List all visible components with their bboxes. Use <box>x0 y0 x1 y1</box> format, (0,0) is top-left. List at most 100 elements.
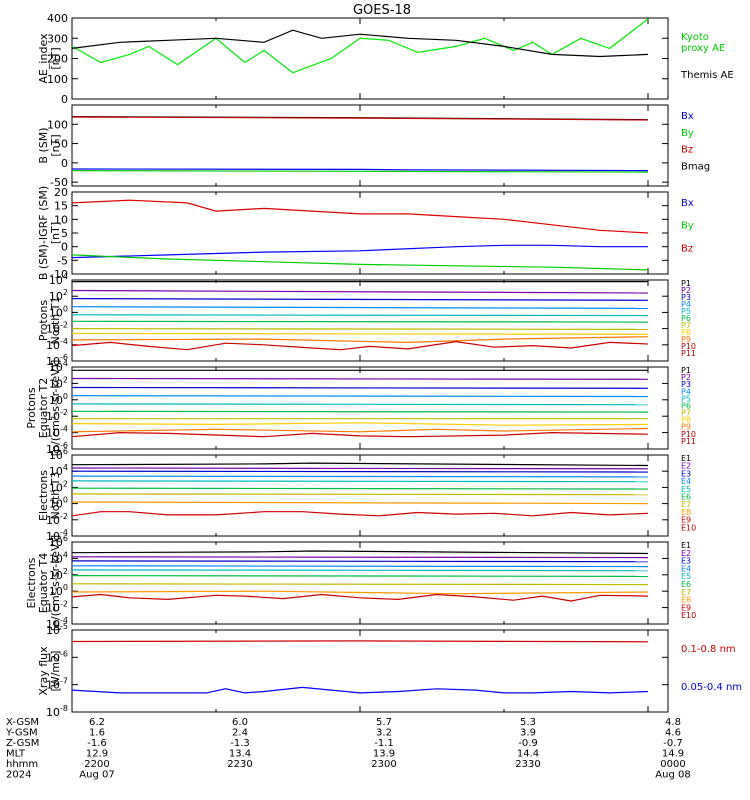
plot-title: GOES-18 <box>353 3 411 18</box>
y-tick-label: 10-6 <box>46 649 68 664</box>
panel-8: 10-8 10-7 10-6 10-5 Xray flux [W/m2] 0.1-0.8 n… <box>37 622 742 719</box>
series-line-e8 <box>71 501 649 505</box>
legend-entry: P9 <box>681 423 691 432</box>
legend-entry: P2 <box>681 373 691 382</box>
y-tick-label: 102 <box>49 375 68 390</box>
y-tick-label: 10-4 <box>46 425 68 440</box>
footer-value: -1.1 <box>374 738 394 749</box>
series-line-e6 <box>71 574 649 578</box>
series-line-e1 <box>71 462 649 467</box>
y-tick-label: 102 <box>49 567 68 582</box>
y-tick-label: 100 <box>47 118 68 131</box>
legend-entry: E9 <box>681 516 691 525</box>
y-tick-label: -50 <box>50 176 68 189</box>
series-line-e9 <box>71 593 649 602</box>
panel-frame <box>71 104 669 187</box>
y-tick-label: 100 <box>49 583 68 598</box>
y-tick-label: 50 <box>54 138 68 151</box>
legend-entry: P6 <box>681 314 691 323</box>
series-line-e9 <box>71 511 649 517</box>
legend-entry: Bx <box>681 111 694 122</box>
legend-entry: P7 <box>681 321 691 330</box>
footer-row-label: MLT <box>6 749 26 760</box>
legend-entry: E2 <box>681 462 691 471</box>
series-line-e5 <box>71 569 649 572</box>
legend-entry: By <box>681 221 694 232</box>
series-line-e7 <box>71 493 649 496</box>
y-tick-label: 10-6 <box>46 441 68 456</box>
series-line-e8 <box>71 590 649 595</box>
legend-entry: Kyoto <box>681 32 709 43</box>
footer-value: 4.6 <box>665 728 681 739</box>
footer-value: 13.9 <box>373 749 395 760</box>
panel-frame <box>71 17 669 100</box>
series-line-p9 <box>71 427 649 433</box>
legend-entry: P2 <box>681 286 691 295</box>
footer-value: 2300 <box>371 759 396 770</box>
y-axis-label: Equator T4 <box>37 553 50 613</box>
y-axis-label: Protons <box>37 300 50 341</box>
series-line-p8 <box>71 422 649 426</box>
panel-frame <box>71 541 669 625</box>
footer-value: 12.9 <box>86 749 108 760</box>
y-tick-label: 104 <box>49 359 68 374</box>
legend-entry: Themis AE <box>680 70 734 81</box>
y-tick-label: 104 <box>49 550 68 565</box>
legend: Bx By Bz Bmag <box>681 111 710 172</box>
y-axis-label: AE_index <box>37 33 50 84</box>
footer-value: 4.8 <box>665 717 681 728</box>
footer-value: Aug 07 <box>79 770 114 781</box>
series-line-p8 <box>71 332 649 335</box>
footer-value: 5.7 <box>376 717 392 728</box>
y-axis-label: North T3 <box>49 472 62 520</box>
legend-entry: E1 <box>681 454 691 463</box>
series-line-p5 <box>71 403 649 406</box>
y-axis-label: North T1 <box>49 297 62 345</box>
footer-value: 6.2 <box>89 717 105 728</box>
legend-entry: P8 <box>681 328 691 337</box>
footer-value: 6.0 <box>232 717 248 728</box>
legend-entry: P6 <box>681 401 691 410</box>
y-tick-label: 200 <box>47 53 68 66</box>
footer-value: -0.9 <box>518 738 538 749</box>
y-axis-label: [nT] <box>49 222 62 244</box>
y-tick-label: -5 <box>57 254 68 267</box>
series-line-e4 <box>71 475 649 478</box>
legend-entry: P7 <box>681 409 691 418</box>
panel-frame <box>71 191 669 275</box>
footer-value: 2200 <box>84 759 109 770</box>
legend-entry: Bmag <box>681 161 710 172</box>
series-line-p2 <box>71 289 649 294</box>
footer-value: Aug 08 <box>655 770 690 781</box>
footer-value: 14.4 <box>517 749 539 760</box>
legend-entry: E5 <box>681 485 691 494</box>
series-line-p9 <box>71 336 649 344</box>
footer-value: 5.3 <box>520 717 536 728</box>
y-tick-label: 20 <box>54 186 68 199</box>
y-tick-label: 100 <box>49 496 68 511</box>
y-tick-label: 5 <box>61 227 68 240</box>
legend-entry: P1 <box>681 366 691 375</box>
legend-entry: E1 <box>681 541 691 550</box>
y-tick-label: 100 <box>47 73 68 86</box>
footer-value: 3.9 <box>520 728 536 739</box>
y-axis-label: Electrons <box>25 557 38 608</box>
y-axis-label: B (SM)-IGRF (SM) <box>37 186 50 280</box>
legend-entry: E5 <box>681 572 691 581</box>
y-tick-label: 10-5 <box>46 622 68 637</box>
y-tick-label: 0 <box>61 241 68 254</box>
series-line-e7 <box>71 583 649 586</box>
panel-frame <box>71 454 669 537</box>
footer-value: -0.7 <box>663 738 683 749</box>
footer-value: 2230 <box>227 759 252 770</box>
legend-entry: E8 <box>681 596 691 605</box>
